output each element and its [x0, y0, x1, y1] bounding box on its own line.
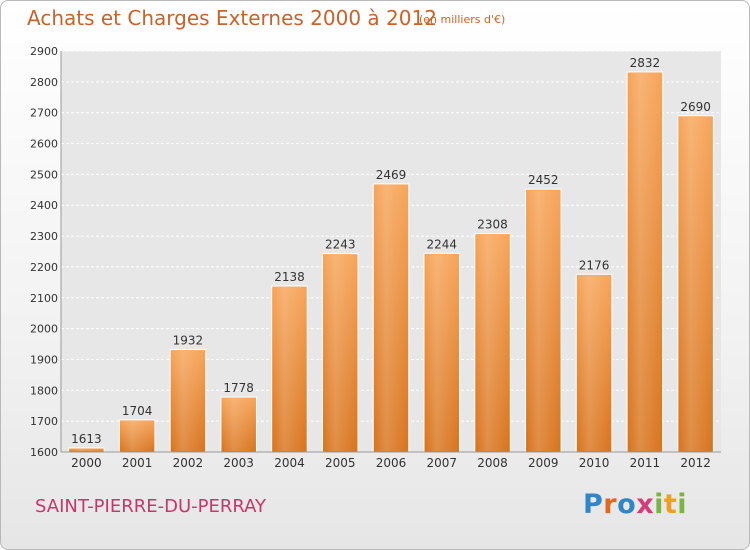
- bar-highlight: [221, 398, 256, 451]
- x-tick-label: 2002: [173, 456, 204, 470]
- x-tick-label: 2010: [579, 456, 610, 470]
- y-tick-label: 2900: [30, 45, 58, 58]
- bar-value-label: 2832: [630, 56, 661, 70]
- logo-letter: o: [617, 489, 637, 520]
- y-tick-label: 1800: [30, 384, 58, 397]
- y-tick-label: 2100: [30, 292, 58, 305]
- bar-highlight: [425, 254, 459, 451]
- bar-highlight: [171, 350, 205, 451]
- x-tick-label: 2009: [528, 456, 559, 470]
- bar-highlight: [577, 275, 611, 451]
- logo-letter: i: [654, 489, 664, 520]
- bar-value-label: 2469: [376, 168, 407, 182]
- bar-value-label: 2138: [274, 270, 305, 284]
- logo-letter: P: [583, 489, 604, 520]
- logo-letter: i: [677, 489, 688, 520]
- value-labels: 1613 1704 1932 1778 2138 2243 2469 2244 2308 2452…: [71, 56, 711, 446]
- y-axis: 1600 1700 1800 1900 2000 2100 2200 2300 2400 2500…: [30, 45, 721, 459]
- y-tick-label: 1600: [30, 446, 58, 459]
- bar-value-label: 2308: [477, 218, 508, 232]
- x-tick-label: 2008: [477, 456, 508, 470]
- bar-value-label: 2244: [426, 237, 457, 251]
- bar-highlight: [374, 184, 408, 451]
- bar-highlight: [678, 116, 713, 452]
- x-tick-label: 2000: [71, 456, 102, 470]
- y-tick-label: 2500: [30, 168, 58, 181]
- bar-highlight: [526, 190, 561, 451]
- bar-highlight: [272, 287, 307, 451]
- bar-value-label: 2690: [680, 100, 711, 114]
- x-tick-label: 2004: [274, 456, 305, 470]
- x-tick-label: 2006: [376, 456, 407, 470]
- bar-value-label: 1778: [223, 381, 254, 395]
- chart-subtitle: (en milliers d'€): [419, 13, 506, 26]
- bar-highlight: [120, 420, 154, 451]
- bar-value-label: 1613: [71, 432, 102, 446]
- logo-letter: x: [636, 489, 655, 520]
- y-tick-label: 2700: [30, 107, 58, 120]
- proxiti-logo: Proxiti: [583, 489, 687, 520]
- bar-highlight: [69, 448, 104, 451]
- x-tick-label: 2005: [325, 456, 356, 470]
- y-tick-label: 2600: [30, 138, 58, 151]
- y-tick-label: 1900: [30, 353, 58, 366]
- bar-value-label: 1704: [122, 404, 153, 418]
- y-tick-label: 2200: [30, 261, 58, 274]
- logo-letter: t: [663, 489, 678, 520]
- x-tick-label: 2012: [680, 456, 711, 470]
- y-tick-label: 2000: [30, 323, 58, 336]
- logo-letter: r: [603, 489, 618, 520]
- bar-highlight: [475, 234, 510, 451]
- x-tick-label: 2003: [223, 456, 254, 470]
- bar-highlight: [628, 72, 662, 451]
- x-tick-label: 2007: [426, 456, 457, 470]
- x-tick-label: 2001: [122, 456, 153, 470]
- y-tick-label: 1700: [30, 415, 58, 428]
- bar-value-label: 1932: [173, 334, 204, 348]
- chart-title: Achats et Charges Externes 2000 à 2012: [27, 6, 437, 30]
- bar-highlight: [323, 254, 357, 451]
- y-tick-label: 2800: [30, 76, 58, 89]
- y-tick-label: 2400: [30, 199, 58, 212]
- x-axis: 2000 2001 2002 2003 2004 2005 2006 2007 2008 2009…: [71, 456, 711, 470]
- x-tick-label: 2011: [630, 456, 661, 470]
- y-tick-label: 2300: [30, 230, 58, 243]
- bar-value-label: 2452: [528, 173, 559, 187]
- commune-name: SAINT-PIERRE-DU-PERRAY: [35, 496, 267, 517]
- bar-value-label: 2176: [579, 258, 610, 272]
- bar-value-label: 2243: [325, 238, 356, 252]
- bars: [68, 71, 714, 453]
